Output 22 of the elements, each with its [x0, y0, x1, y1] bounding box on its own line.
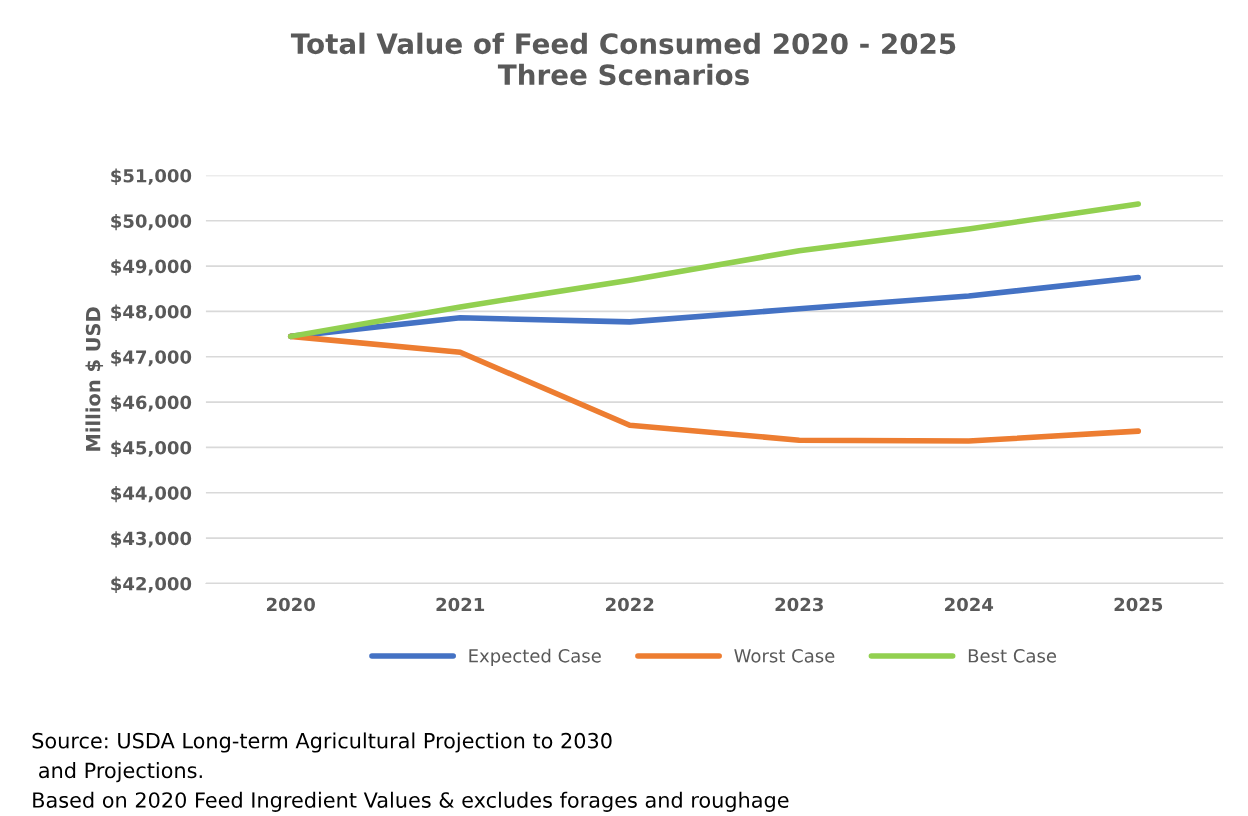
- x-tick-label: 2020: [266, 597, 315, 612]
- source-note: Source: USDA Long-term Agricultural Projection to 2030 and Projections. Based on 2020 Feed Ingredient Values & excludes forages and roughage: [32, 732, 789, 812]
- y-tick-label: $43,000: [111, 531, 192, 548]
- x-tick-label: 2023: [775, 597, 823, 612]
- y-axis-title: Million $ USD: [85, 307, 104, 451]
- y-tick-label: $45,000: [111, 440, 192, 457]
- y-tick-label: $48,000: [111, 304, 192, 321]
- y-tick-label: $42,000: [111, 576, 192, 593]
- legend-label: Best Case: [968, 648, 1057, 663]
- y-tick-label: $49,000: [111, 259, 192, 276]
- x-tick-label: 2024: [945, 597, 994, 612]
- y-tick-label: $44,000: [111, 485, 192, 503]
- legend-label: Expected Case: [469, 648, 601, 667]
- legend-label: Worst Case: [734, 648, 835, 663]
- x-tick-label: 2021: [436, 597, 485, 612]
- y-tick-label: $46,000: [111, 395, 192, 412]
- y-tick-label: $47,000: [111, 349, 192, 367]
- y-tick-label: $50,000: [111, 213, 192, 231]
- y-tick-label: $51,000: [111, 168, 192, 185]
- chart-title: Total Value of Feed Consumed 2020 - 2025 Three Scenarios: [290, 32, 956, 86]
- x-tick-label: 2025: [1114, 597, 1163, 612]
- x-tick-label: 2022: [606, 597, 654, 612]
